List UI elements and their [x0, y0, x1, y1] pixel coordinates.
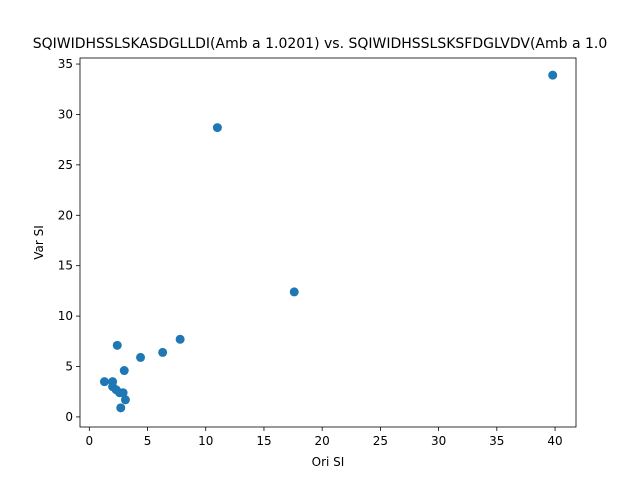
y-tick-label: 35 [58, 57, 73, 71]
y-tick-label: 30 [58, 107, 73, 121]
y-tick-label: 20 [58, 208, 73, 222]
x-tick-label: 20 [315, 434, 330, 448]
x-tick-label: 40 [547, 434, 562, 448]
x-tick-label: 25 [373, 434, 388, 448]
x-tick-label: 5 [144, 434, 152, 448]
x-tick-label: 10 [198, 434, 213, 448]
data-points [99, 70, 558, 413]
scatter-point [99, 377, 109, 387]
chart-title: SQIWIDHSSLSKASDGLLDI(Amb a 1.0201) vs. S… [33, 36, 608, 52]
scatter-point [548, 70, 558, 80]
scatter-point [120, 395, 130, 405]
y-tick-label: 5 [65, 360, 73, 374]
y-tick-label: 10 [58, 309, 73, 323]
scatter-point [212, 123, 222, 133]
x-axis-ticks: 0 5 10 15 20 25 30 35 40 [85, 427, 563, 448]
y-axis-label: Var SI [32, 225, 46, 260]
x-tick-label: 30 [431, 434, 446, 448]
y-tick-label: 15 [58, 259, 73, 273]
scatter-point [136, 352, 146, 362]
scatter-point [118, 388, 128, 398]
x-tick-label: 35 [489, 434, 504, 448]
scatter-point [112, 340, 122, 350]
scatter-point [175, 334, 185, 344]
x-axis-label: Ori SI [312, 455, 345, 469]
y-axis-ticks: 0 5 10 15 20 25 30 35 [58, 57, 80, 424]
x-tick-label: 15 [256, 434, 271, 448]
x-tick-label: 0 [85, 434, 93, 448]
scatter-point [289, 287, 299, 297]
y-tick-label: 0 [65, 410, 73, 424]
scatter-point [119, 366, 129, 376]
y-tick-label: 25 [58, 158, 73, 172]
axes-frame [79, 57, 577, 428]
scatter-point [158, 347, 168, 357]
scatter-point [116, 403, 126, 413]
